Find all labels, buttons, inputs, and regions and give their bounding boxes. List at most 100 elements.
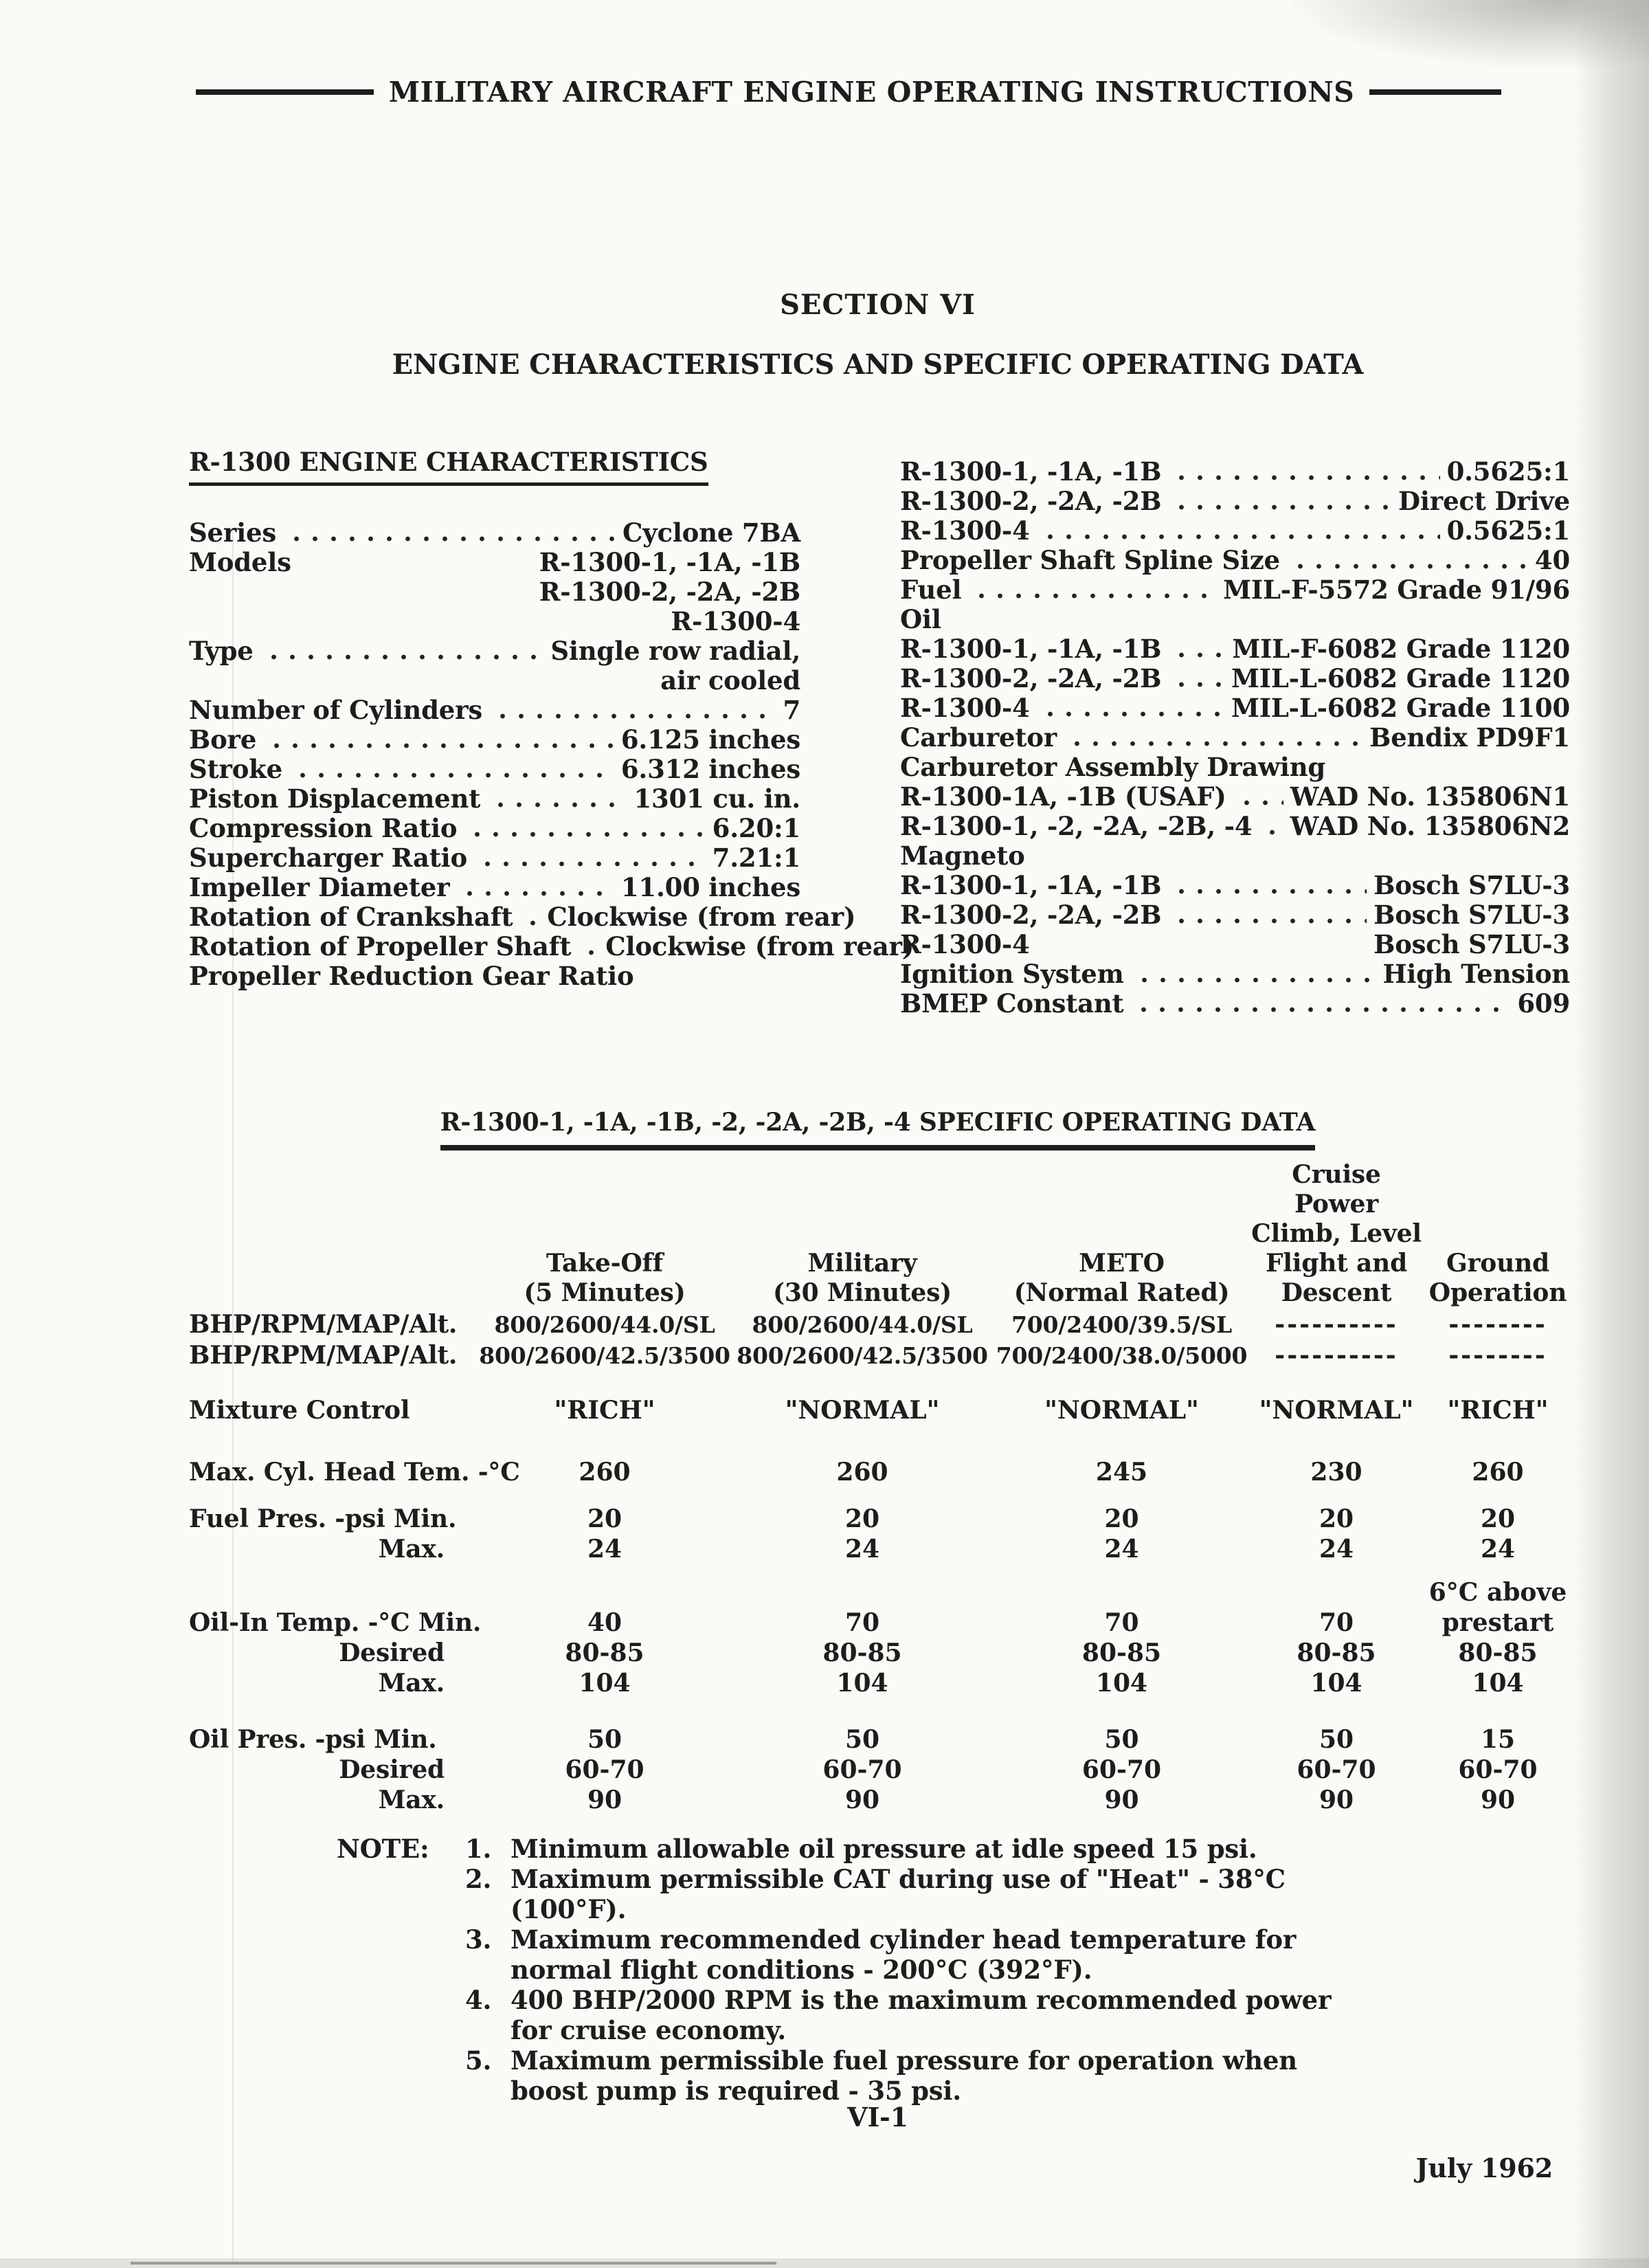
dot-leader	[468, 830, 706, 838]
cell: 60-70	[1081, 1755, 1162, 1784]
dot-leader	[1068, 740, 1363, 748]
note-text: Maximum recommended cylinder head temper…	[511, 1924, 1297, 1985]
spec-row: Stroke 6.312 inches	[189, 754, 800, 784]
column-header-line: (5 Minutes)	[524, 1278, 686, 1307]
dot-leader	[493, 712, 776, 720]
spec-row: Number of Cylinders 7	[189, 695, 800, 725]
column-header-line: METO	[1079, 1249, 1165, 1278]
cell: --------	[1448, 1341, 1547, 1370]
cell: "NORMAL"	[1259, 1396, 1414, 1425]
notes-block: NOTE: 1. Minimum allowable oil pressure at…	[337, 1834, 1354, 2106]
spec-value: Cyclone 7BA	[622, 518, 800, 548]
note-number: 2.	[465, 1864, 492, 1894]
cell: 700/2400/39.5/SL	[1011, 1311, 1233, 1338]
dot-leader	[1172, 651, 1226, 659]
scan-bottom-band	[0, 2258, 1649, 2268]
spec-row: Ignition System High Tension	[900, 959, 1570, 989]
cell: 800/2600/42.5/3500	[737, 1342, 988, 1369]
spec-value: R-1300-2, -2A, -2B	[539, 577, 800, 607]
spec-value: 0.5625:1	[1446, 515, 1571, 546]
cell: 50	[1104, 1725, 1139, 1754]
spec-label: Models	[189, 547, 291, 577]
note-label	[337, 1985, 465, 2045]
cell-value: prestart	[1442, 1608, 1554, 1637]
spec-value: 7.21:1	[712, 843, 801, 873]
column-header-line: (Normal Rated)	[1013, 1278, 1230, 1307]
spec-row: R-1300-2, -2A, -2B Bosch S7LU-3	[900, 900, 1570, 930]
spec-row: R-1300-2, -2A, -2B Direct Drive	[900, 486, 1570, 516]
dot-leader	[1172, 503, 1392, 511]
dot-leader	[460, 889, 614, 898]
cell: 700/2400/38.0/5000	[996, 1342, 1248, 1369]
spec-label: BMEP Constant	[900, 988, 1124, 1019]
row-label: Max.	[378, 1535, 445, 1564]
spec-label: R-1300-1, -1A, -1B	[900, 456, 1162, 487]
characteristics-right-list: R-1300-1, -1A, -1B 0.5625:1 R-1300-2, -2A,…	[900, 456, 1571, 1019]
spec-label: Compression Ratio	[189, 813, 458, 843]
cell: 260	[579, 1458, 631, 1487]
spec-value: 11.00 inches	[620, 872, 800, 902]
spec-row: Type Single row radial,	[189, 636, 800, 666]
row-label: Max. Cyl. Head Tem. -°C	[189, 1458, 520, 1487]
spec-value: R-1300-1, -1A, -1B	[539, 547, 800, 577]
table-row: Desired 80-85 80-85 80-85 80-85 80-85	[189, 1638, 1573, 1668]
cell: 245	[1095, 1458, 1148, 1487]
column-header: Cruise Power Climb, Level Flight and Descen…	[1250, 1160, 1422, 1308]
spec-value: 7	[783, 695, 800, 725]
dot-leader	[972, 592, 1217, 600]
spec-value: air cooled	[660, 665, 800, 696]
dot-leader	[287, 535, 616, 543]
note-number: 4.	[465, 1985, 492, 2015]
column-header: Military (30 Minutes)	[732, 1249, 993, 1308]
cell: 800/2600/44.0/SL	[494, 1311, 715, 1338]
spec-value: Clockwise (from rear)	[605, 931, 915, 961]
spec-label: R-1300-4	[900, 693, 1030, 723]
spec-value: 6.312 inches	[620, 754, 800, 784]
cell: 70	[844, 1608, 880, 1637]
table-row: Max. Cyl. Head Tem. -°C 260 260 245 230 260	[189, 1457, 1573, 1487]
dot-leader	[1172, 917, 1367, 925]
spec-value: MIL-L-6082 Grade 1120	[1231, 663, 1570, 693]
row-label: Fuel Pres. -psi Min.	[189, 1504, 457, 1533]
scan-bottom-smudge	[131, 2262, 776, 2265]
note-label	[337, 2045, 465, 2106]
table-row: Mixture Control "RICH" "NORMAL" "NORMAL" "NO…	[189, 1395, 1573, 1425]
spec-row: R-1300-4	[189, 606, 800, 636]
spec-row: Carburetor Assembly Drawing	[900, 752, 1570, 782]
cell: 800/2600/42.5/3500	[479, 1342, 730, 1369]
spec-value: MIL-F-5572 Grade 91/96	[1223, 575, 1570, 605]
column-header-line: Operation	[1428, 1278, 1567, 1307]
cell: 24	[1319, 1535, 1354, 1564]
cell: 260	[1472, 1458, 1524, 1487]
note-label	[337, 1864, 465, 1924]
section-number: SECTION VI	[780, 289, 976, 321]
spec-row: Oil	[900, 604, 1570, 634]
dot-leader	[524, 919, 541, 927]
cell: 24	[587, 1535, 622, 1564]
column-header-line: Climb, Level	[1251, 1219, 1422, 1248]
section-title: ENGINE CHARACTERISTICS AND SPECIFIC OPER…	[392, 348, 1364, 381]
column-header-line: Ground	[1446, 1249, 1550, 1278]
spec-label: Rotation of Propeller Shaft	[189, 931, 572, 961]
characteristics-heading: R-1300 ENGINE CHARACTERISTICS	[189, 447, 708, 486]
dot-leader	[582, 948, 599, 957]
header-rule-left	[196, 89, 374, 95]
spec-value: Clockwise (from rear)	[547, 902, 856, 932]
spec-value: 6.20:1	[712, 813, 801, 843]
dot-leader	[1040, 710, 1224, 718]
cell: 40	[587, 1608, 622, 1637]
dot-leader	[1134, 1005, 1511, 1014]
dot-leader	[1172, 680, 1224, 689]
spec-row: R-1300-2, -2A, -2B	[189, 577, 800, 607]
note-number: 5.	[465, 2045, 492, 2076]
note-text: Maximum permissible fuel pressure for op…	[511, 2045, 1297, 2106]
page-fold-line	[232, 529, 234, 2261]
spec-value: 40	[1534, 545, 1570, 575]
row-label: Oil-In Temp. -°C Min.	[189, 1608, 482, 1637]
spec-row: Fuel MIL-F-5572 Grade 91/96	[900, 575, 1570, 605]
cell: 60-70	[822, 1755, 902, 1784]
spec-row: Magneto	[900, 841, 1570, 871]
spec-label: Number of Cylinders	[189, 695, 483, 725]
cell: 90	[1104, 1786, 1139, 1814]
spec-row: R-1300-1, -1A, -1B 0.5625:1	[900, 456, 1570, 487]
